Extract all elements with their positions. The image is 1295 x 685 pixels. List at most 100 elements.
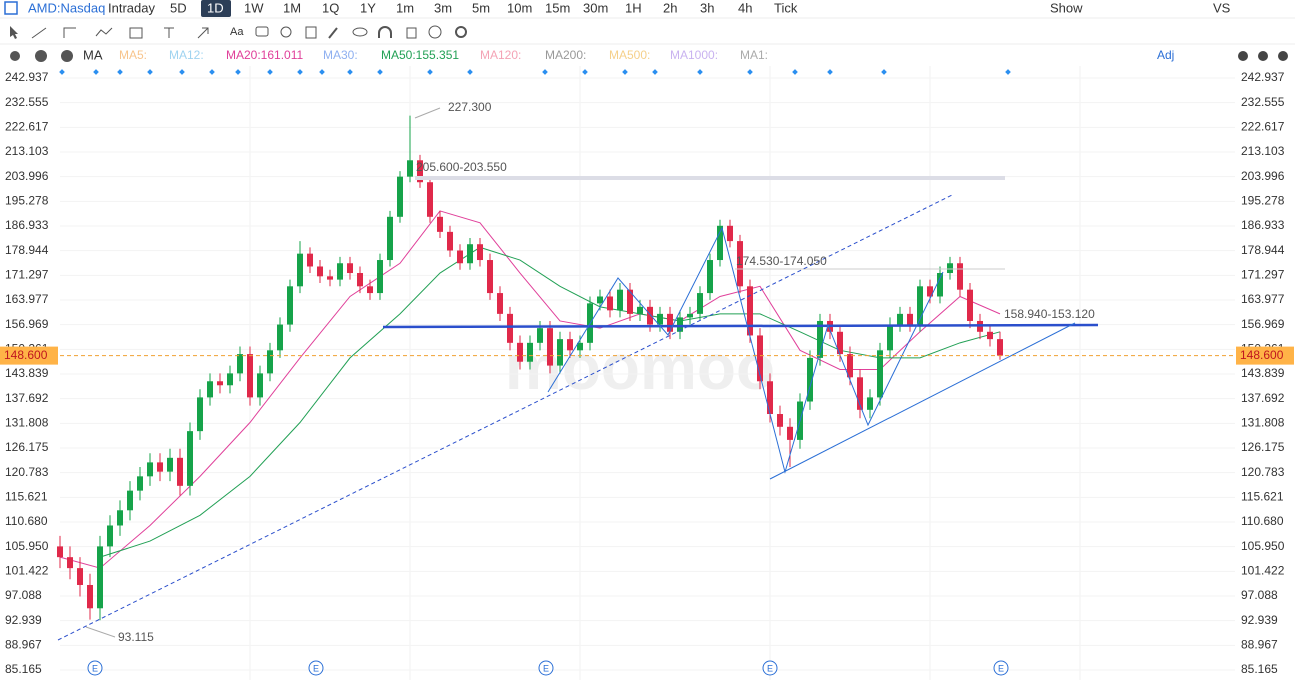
period-button[interactable]: 1H (625, 0, 642, 15)
y-tick-label: 85.165 (5, 662, 42, 676)
minus-button[interactable] (1238, 51, 1248, 61)
period-button[interactable]: 1D (207, 0, 224, 15)
settings-tool[interactable] (455, 26, 467, 38)
ma-label[interactable]: MA5: (119, 48, 147, 62)
earnings-marker[interactable] (538, 660, 554, 676)
price-annotation: 174.530-174.050 (736, 254, 827, 268)
settings-button[interactable] (10, 51, 20, 61)
period-button[interactable]: 5D (170, 0, 187, 15)
y-tick-label: 143.839 (5, 366, 49, 380)
period-button[interactable]: 5m (472, 0, 490, 15)
earnings-label[interactable]: E (998, 663, 1004, 673)
ma-label[interactable]: MA200: (545, 48, 586, 62)
y-tick-label: 171.297 (1241, 268, 1285, 282)
note-tool[interactable] (255, 26, 269, 37)
signal-dot (792, 69, 798, 75)
period-button[interactable]: 1m (396, 0, 414, 15)
candle-body (297, 253, 303, 287)
earnings-marker[interactable] (308, 660, 324, 676)
minus-button[interactable] (1258, 51, 1268, 61)
period-button[interactable]: 1M (283, 0, 301, 15)
earnings-marker[interactable] (993, 660, 1009, 676)
line-tool[interactable] (31, 27, 47, 39)
ma-label[interactable]: MA1000: (670, 48, 718, 62)
trend-line (57, 194, 953, 641)
magnet-tool[interactable] (378, 26, 392, 38)
sync-tool[interactable] (428, 25, 442, 39)
show-menu[interactable]: Show (1050, 0, 1083, 15)
ma-label[interactable]: MA30: (323, 48, 358, 62)
text-tool[interactable]: Aa (230, 26, 244, 38)
adjust-menu[interactable]: Adj (1157, 48, 1174, 62)
candle-body (287, 286, 293, 325)
earnings-label[interactable]: E (313, 663, 319, 673)
period-button[interactable]: Tick (774, 0, 798, 15)
copy-tool[interactable] (305, 26, 317, 39)
close-button[interactable] (61, 50, 73, 62)
eye-tool[interactable] (352, 27, 368, 37)
compare-button[interactable]: VS (1213, 0, 1231, 15)
indicator-controls (10, 50, 1288, 62)
period-button[interactable]: 1Y (360, 0, 376, 15)
symbol-icon[interactable] (4, 1, 18, 15)
pen-tool[interactable] (328, 27, 338, 39)
signal-dot (179, 69, 185, 75)
period-button[interactable]: 1W (244, 0, 264, 15)
earnings-label[interactable]: E (543, 663, 549, 673)
ma-label[interactable]: MA50:155.351 (381, 48, 459, 62)
y-tick-label: 92.939 (1241, 613, 1278, 627)
y-tick-label: 110.680 (5, 514, 48, 528)
period-button[interactable]: 3m (434, 0, 452, 15)
signal-dot (235, 69, 241, 75)
period-button[interactable]: 10m (507, 0, 532, 15)
collapse-button[interactable] (35, 50, 47, 62)
arrow-tool[interactable] (197, 27, 209, 39)
indicator-type[interactable]: MA (83, 47, 103, 62)
candle-body (517, 342, 523, 362)
period-button[interactable]: 2h (663, 0, 677, 15)
last-price-label: 148.600 (1240, 348, 1284, 362)
range-band (415, 176, 1005, 180)
cursor-tool[interactable] (10, 26, 18, 39)
candle-body (637, 306, 643, 314)
period-button[interactable]: 15m (545, 0, 570, 15)
zoom-tool[interactable] (280, 26, 292, 38)
wave-tool[interactable] (95, 27, 113, 37)
earnings-label[interactable]: E (767, 663, 773, 673)
period-button[interactable]: 4h (738, 0, 752, 15)
period-button[interactable]: 3h (700, 0, 714, 15)
channel-tool[interactable] (63, 27, 76, 38)
calendar-tool[interactable] (129, 27, 143, 39)
candle-body (697, 293, 703, 314)
y-tick-label: 131.808 (5, 416, 49, 430)
earnings-marker[interactable] (762, 660, 778, 676)
candle-body (897, 313, 903, 325)
y-tick-label: 203.996 (5, 169, 49, 183)
delete-tool[interactable] (406, 27, 417, 39)
y-tick-label: 120.783 (1241, 465, 1285, 479)
ma-label[interactable]: MA12: (169, 48, 204, 62)
ma-label[interactable]: MA1: (740, 48, 768, 62)
earnings-marker[interactable] (87, 660, 103, 676)
y-tick-label: 97.088 (5, 588, 42, 602)
plus-button[interactable] (1278, 51, 1288, 61)
ma-label[interactable]: MA120: (480, 48, 521, 62)
ma-label[interactable]: MA500: (609, 48, 650, 62)
earnings-label[interactable]: E (92, 663, 98, 673)
period-button[interactable]: Intraday (108, 0, 155, 15)
ma-label[interactable]: MA20:161.011 (226, 48, 303, 62)
signal-dot (467, 69, 473, 75)
candle-body (117, 510, 123, 526)
measure-tool[interactable] (164, 27, 174, 38)
y-tick-label: 163.977 (1241, 292, 1285, 306)
candle-body (687, 313, 693, 318)
period-button[interactable]: 1Q (322, 0, 339, 15)
period-button[interactable]: 30m (583, 0, 608, 15)
signal-dot (297, 69, 303, 75)
y-tick-label: 88.967 (5, 638, 42, 652)
signal-dot (147, 69, 153, 75)
candle-body (747, 286, 753, 336)
symbol[interactable]: AMD:Nasdaq (28, 0, 105, 15)
y-tick-label: 120.783 (5, 465, 49, 479)
candle-body (147, 462, 153, 477)
